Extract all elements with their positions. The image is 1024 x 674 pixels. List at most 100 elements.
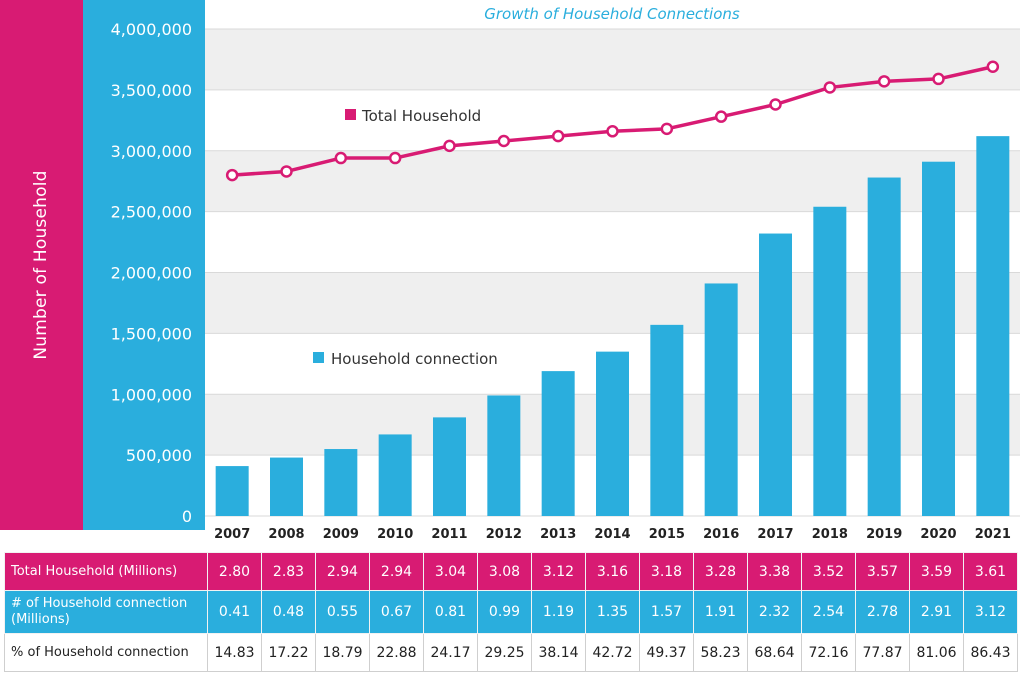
bar-2012: [487, 395, 521, 516]
bar-2015: [650, 324, 684, 516]
line-point-2010: [388, 151, 402, 165]
table-cell: 3.28: [693, 552, 748, 591]
y-axis-label-band: Number of Household: [0, 0, 83, 530]
x-axis-labels: 2007 2008 2009 2010 2011 2012 2013 2014 2015 2016…: [214, 527, 1011, 542]
line-point-2009: [334, 151, 348, 165]
table-cell: 2.94: [369, 552, 424, 591]
table-cell: 22.88: [369, 633, 424, 672]
x-tick-label: 2008: [268, 527, 304, 542]
x-tick-label: 2020: [920, 527, 956, 542]
line-point-2017: [769, 98, 782, 111]
y-tick-label: 4,000,000: [111, 20, 192, 39]
bar-2016: [704, 283, 738, 516]
table-cell: 3.61: [963, 552, 1018, 591]
table-cell: 0.55: [315, 590, 370, 634]
bar-2007: [215, 466, 249, 516]
table-row-header: # of Household connection (Millions): [4, 590, 208, 634]
bar-2010: [378, 434, 412, 516]
table-cell: 2.54: [801, 590, 856, 634]
table-cell: 3.16: [585, 552, 640, 591]
table-row-total-household: Total Household (Millions) 2.80 2.83 2.94 2.…: [4, 552, 1018, 591]
table-cell: 2.32: [747, 590, 802, 634]
bar-2008: [270, 457, 303, 516]
y-tick-label: 0: [182, 507, 192, 526]
table-cell: 3.04: [423, 552, 478, 591]
bar-2017: [759, 233, 792, 517]
table-cell: 2.80: [207, 552, 262, 591]
table-cell: 0.48: [261, 590, 316, 634]
bar-2018: [813, 206, 847, 516]
x-tick-label: 2014: [594, 527, 630, 542]
x-tick-label: 2017: [757, 527, 793, 542]
line-point-2021: [986, 60, 1000, 73]
table-cell: 29.25: [477, 633, 532, 672]
table-cell: 86.43: [963, 633, 1018, 672]
line-point-2013: [551, 129, 565, 143]
bar-series: [215, 136, 1010, 517]
table-cell: 0.41: [207, 590, 262, 634]
legend-total-household: Total Household: [345, 107, 481, 125]
line-point-2018: [823, 81, 837, 94]
y-tick-label: 3,500,000: [111, 81, 192, 100]
table-cell: 2.83: [261, 552, 316, 591]
table-cell: 2.78: [855, 590, 910, 634]
table-cell: 1.57: [639, 590, 694, 634]
line-series: [225, 60, 1000, 182]
legend-line-swatch: [345, 109, 356, 120]
bar-2019: [867, 177, 901, 516]
table-cell: 3.57: [855, 552, 910, 591]
x-tick-label: 2021: [975, 527, 1011, 542]
table-cell: 14.83: [207, 633, 262, 672]
x-tick-label: 2016: [703, 527, 739, 542]
line-point-2011: [443, 139, 456, 153]
table-cell: 0.81: [423, 590, 478, 634]
y-tick-label: 2,000,000: [111, 264, 192, 283]
grid-band: [205, 89, 1020, 151]
table-cell: 3.12: [963, 590, 1018, 634]
table-row-header: Total Household (Millions): [4, 552, 208, 591]
table-cell: 24.17: [423, 633, 478, 672]
line-point-2016: [714, 110, 728, 123]
line-point-2007: [225, 168, 239, 182]
x-tick-label: 2010: [377, 527, 413, 542]
line-point-2015: [660, 122, 674, 136]
table-cell: 18.79: [315, 633, 370, 672]
table-cell: 3.38: [747, 552, 802, 591]
table-cell: 58.23: [693, 633, 748, 672]
bar-2020: [922, 161, 955, 516]
x-tick-label: 2018: [812, 527, 848, 542]
table-cell: 72.16: [801, 633, 856, 672]
table-cell: 1.35: [585, 590, 640, 634]
bar-2009: [324, 449, 358, 516]
y-tick-label: 3,000,000: [111, 142, 192, 161]
table-cell: 68.64: [747, 633, 802, 672]
table-row-percent-connection: % of Household connection 14.83 17.22 18.79…: [4, 633, 1018, 672]
x-tick-label: 2007: [214, 527, 250, 542]
line-point-2014: [606, 125, 619, 138]
table-row-header: % of Household connection: [4, 633, 208, 672]
table-cell: 1.91: [693, 590, 748, 634]
line-point-2019: [877, 75, 891, 88]
table-cell: 42.72: [585, 633, 640, 672]
line-point-2012: [497, 134, 511, 148]
table-cell: 17.22: [261, 633, 316, 672]
y-tick-label: 1,500,000: [111, 324, 192, 343]
data-table: Total Household (Millions) 2.80 2.83 2.94 2.…: [4, 552, 1018, 672]
table-cell: 3.08: [477, 552, 532, 591]
table-cell: 0.99: [477, 590, 532, 634]
bar-2011: [433, 417, 466, 516]
table-cell: 0.67: [369, 590, 424, 634]
table-cell: 2.94: [315, 552, 370, 591]
table-cell: 77.87: [855, 633, 910, 672]
chart: 0 500,000 1,000,000 1,500,000 2,000,000 2,500…: [111, 5, 1020, 542]
table-cell: 81.06: [909, 633, 964, 672]
table-cell: 1.19: [531, 590, 586, 634]
y-tick-label: 1,000,000: [111, 385, 192, 404]
y-tick-label: 500,000: [126, 446, 192, 465]
x-tick-label: 2011: [431, 527, 467, 542]
chart-title: Growth of Household Connections: [484, 5, 740, 23]
y-axis-ticks: 0 500,000 1,000,000 1,500,000 2,000,000 2,500…: [111, 20, 192, 526]
table-cell: 3.12: [531, 552, 586, 591]
x-tick-label: 2015: [649, 527, 685, 542]
x-tick-label: 2012: [486, 527, 522, 542]
